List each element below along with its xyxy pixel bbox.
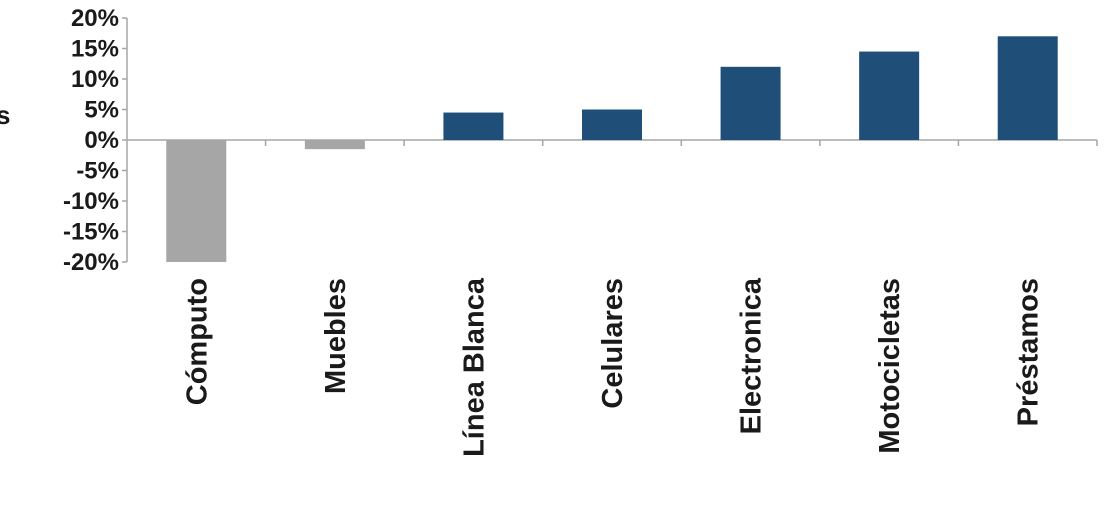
category-label: Muebles [320,278,352,394]
category-label: Celulares [597,278,629,409]
bars [166,36,1058,262]
y-tick-label: 5% [84,97,119,124]
bar-2 [443,112,504,140]
bar-3 [582,109,642,140]
bar-1 [304,140,365,150]
category-label: Línea Blanca [458,277,490,457]
y-tick-label: -15% [63,219,119,246]
y-tick-label: 20% [71,5,119,32]
y-tick-label: 0% [84,127,119,154]
y-tick-label: 10% [71,66,119,93]
y-axis-ticks: 20% 15% 10% 5% 0% -5% -10% -15% -20% [63,5,127,276]
category-label: Cómputo [181,278,213,405]
bar-4 [720,66,781,140]
y-tick-label: 15% [71,36,119,63]
category-label: Préstamos [1013,278,1045,426]
y-tick-label: -5% [76,158,119,185]
category-label: Electronica [736,277,768,434]
y-tick-label: -20% [63,249,119,276]
category-label: Motocicletas [874,278,906,454]
y-tick-label: -10% [63,188,119,215]
y-axis-label: s [0,100,10,130]
bar-6 [997,36,1058,140]
category-labels: Cómputo Muebles Línea Blanca Celulares Elect… [181,277,1044,457]
bar-5 [859,51,920,140]
bar-0 [166,140,227,262]
